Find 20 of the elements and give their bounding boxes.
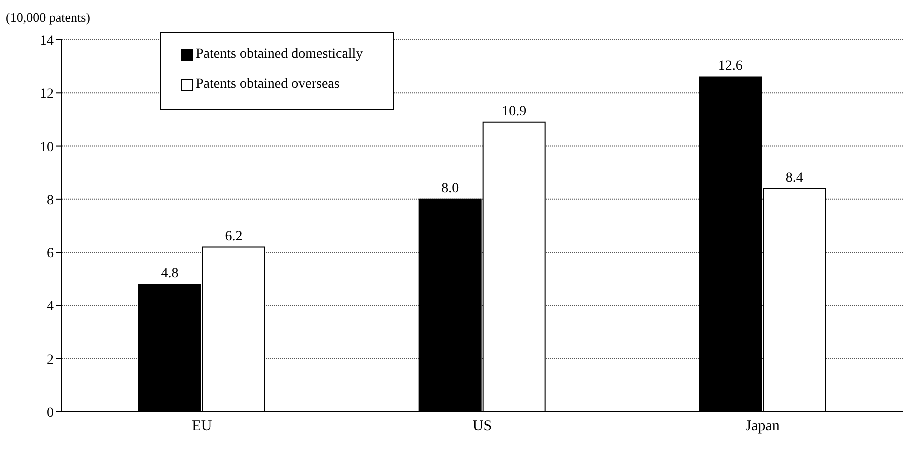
- data-label: 10.9: [502, 104, 527, 120]
- y-tick-label: 2: [47, 352, 54, 368]
- y-tick-label: 10: [40, 140, 54, 156]
- y-axis-title: (10,000 patents): [6, 10, 90, 25]
- x-tick-label: EU: [192, 418, 212, 435]
- legend-label: Patents obtained overseas: [196, 77, 340, 93]
- y-tick-label: 4: [47, 300, 54, 315]
- y-tick-label: 12: [40, 87, 54, 102]
- data-label: 8.4: [786, 170, 804, 186]
- data-label: 6.2: [225, 229, 243, 244]
- data-label: 8.0: [442, 181, 460, 196]
- y-tick-label: 14: [40, 34, 54, 49]
- y-tick-label: 6: [47, 246, 54, 262]
- data-label: 12.6: [718, 59, 743, 74]
- x-tick-label: Japan: [746, 418, 780, 435]
- y-tick-label: 8: [47, 193, 54, 208]
- legend-label: Patents obtained domestically: [196, 47, 364, 63]
- x-tick-label: US: [472, 418, 492, 435]
- y-tick-label: 0: [47, 406, 54, 421]
- data-label: 4.8: [161, 266, 179, 282]
